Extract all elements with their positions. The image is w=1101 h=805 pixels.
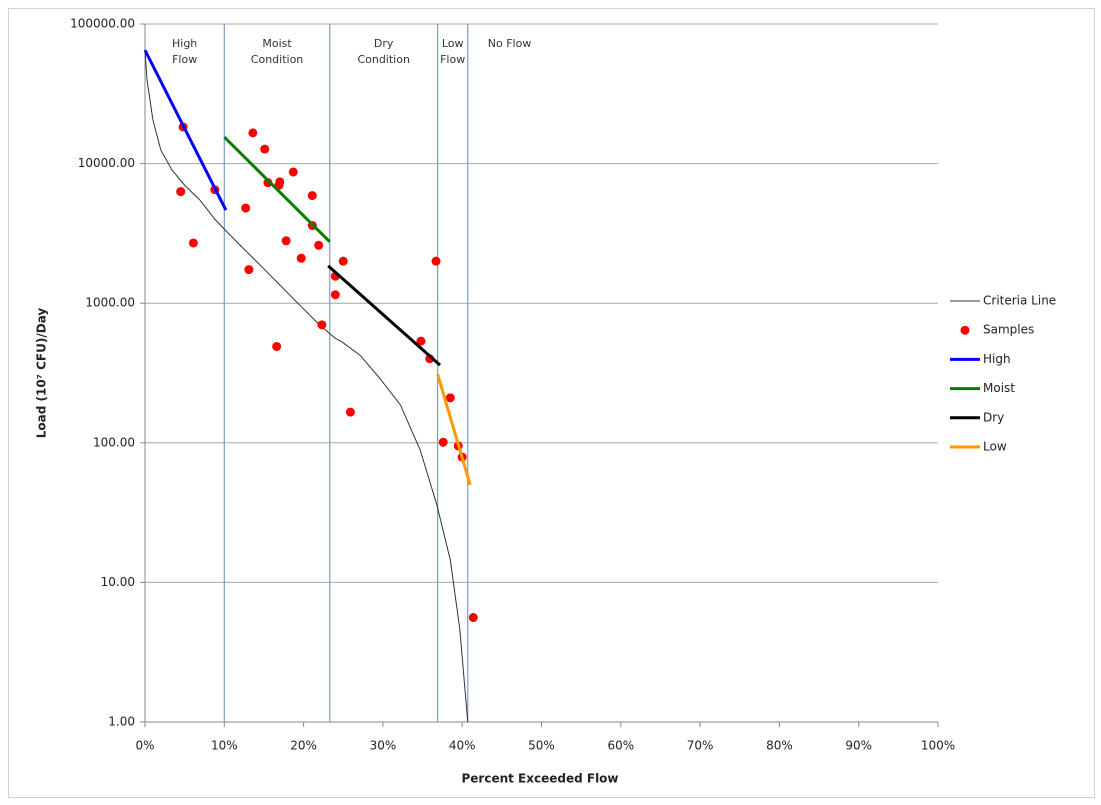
legend-label: Criteria Line	[983, 294, 1056, 308]
sample-point	[248, 128, 258, 138]
y-tick-label: 10.00	[101, 575, 135, 589]
sample-point	[272, 341, 282, 351]
sample-point	[445, 393, 455, 403]
sample-point	[241, 203, 251, 213]
y-tick-label: 100000.00	[70, 17, 135, 31]
regime-label: Condition	[251, 53, 304, 66]
legend-label: Low	[983, 440, 1007, 454]
legend-label: Samples	[983, 323, 1034, 337]
y-tick-label: 1.00	[108, 715, 135, 729]
regime-label: Dry	[374, 37, 394, 50]
series-line	[143, 49, 228, 211]
sample-point	[260, 144, 270, 154]
x-tick-label: 100%	[921, 739, 955, 753]
series-line	[223, 135, 331, 243]
sample-point	[263, 178, 273, 188]
sample-point	[288, 167, 298, 177]
x-tick-label: 10%	[211, 739, 238, 753]
y-tick-label: 1000.00	[85, 296, 135, 310]
regime-label: Moist	[262, 37, 292, 50]
sample-point	[317, 320, 327, 330]
regime-label: Flow	[172, 53, 197, 66]
x-tick-label: 60%	[607, 739, 634, 753]
sample-point	[438, 437, 448, 447]
sample-point	[314, 240, 324, 250]
chart-border	[8, 8, 1095, 798]
sample-point	[188, 238, 198, 248]
sample-point	[244, 265, 254, 275]
sample-point	[296, 253, 306, 263]
regime-label: High	[172, 37, 197, 50]
x-tick-label: 20%	[290, 739, 317, 753]
y-tick-label: 100.00	[93, 435, 135, 449]
x-tick-label: 40%	[449, 739, 476, 753]
regime-label: Condition	[357, 53, 410, 66]
regime-label: Flow	[440, 53, 465, 66]
x-tick-label: 0%	[135, 739, 154, 753]
y-axis-title: Load (10⁷ CFU)/Day	[35, 308, 49, 439]
x-tick-label: 30%	[370, 739, 397, 753]
legend-label: High	[983, 352, 1011, 366]
sample-point	[468, 613, 478, 623]
x-axis-title: Percent Exceeded Flow	[461, 772, 618, 786]
sample-point	[345, 407, 355, 417]
series-line	[327, 264, 441, 367]
sample-point	[338, 256, 348, 266]
x-tick-label: 80%	[766, 739, 793, 753]
sample-point	[431, 256, 441, 266]
x-tick-label: 70%	[687, 739, 714, 753]
x-tick-label: 90%	[845, 739, 872, 753]
sample-point	[330, 290, 340, 300]
series-line	[436, 373, 472, 486]
series-line	[144, 50, 469, 723]
x-tick-label: 50%	[528, 739, 555, 753]
regime-label: No Flow	[488, 37, 532, 50]
sample-point	[416, 336, 426, 346]
legend-label: Moist	[983, 381, 1015, 395]
sample-point	[176, 187, 186, 197]
sample-point	[281, 236, 291, 246]
sample-point	[307, 191, 317, 201]
y-tick-label: 10000.00	[78, 156, 135, 170]
legend-marker	[960, 325, 970, 335]
regime-label: Low	[442, 37, 464, 50]
legend-label: Dry	[983, 410, 1004, 424]
